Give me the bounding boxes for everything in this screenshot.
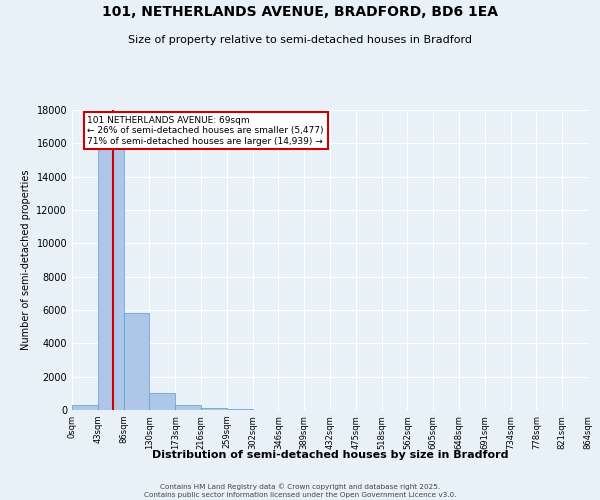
Text: 101 NETHERLANDS AVENUE: 69sqm
← 26% of semi-detached houses are smaller (5,477)
: 101 NETHERLANDS AVENUE: 69sqm ← 26% of s… — [88, 116, 324, 146]
Bar — [201, 408, 227, 410]
Text: 101, NETHERLANDS AVENUE, BRADFORD, BD6 1EA: 101, NETHERLANDS AVENUE, BRADFORD, BD6 1… — [102, 5, 498, 19]
Bar — [227, 409, 253, 410]
Bar — [124, 314, 149, 410]
Bar — [175, 405, 201, 410]
Text: Contains HM Land Registry data © Crown copyright and database right 2025.
Contai: Contains HM Land Registry data © Crown c… — [144, 484, 456, 498]
Text: Distribution of semi-detached houses by size in Bradford: Distribution of semi-detached houses by … — [152, 450, 508, 460]
Bar — [149, 394, 175, 410]
Text: Size of property relative to semi-detached houses in Bradford: Size of property relative to semi-detach… — [128, 35, 472, 45]
Y-axis label: Number of semi-detached properties: Number of semi-detached properties — [21, 170, 31, 350]
Bar — [98, 144, 124, 410]
Bar — [72, 405, 98, 410]
